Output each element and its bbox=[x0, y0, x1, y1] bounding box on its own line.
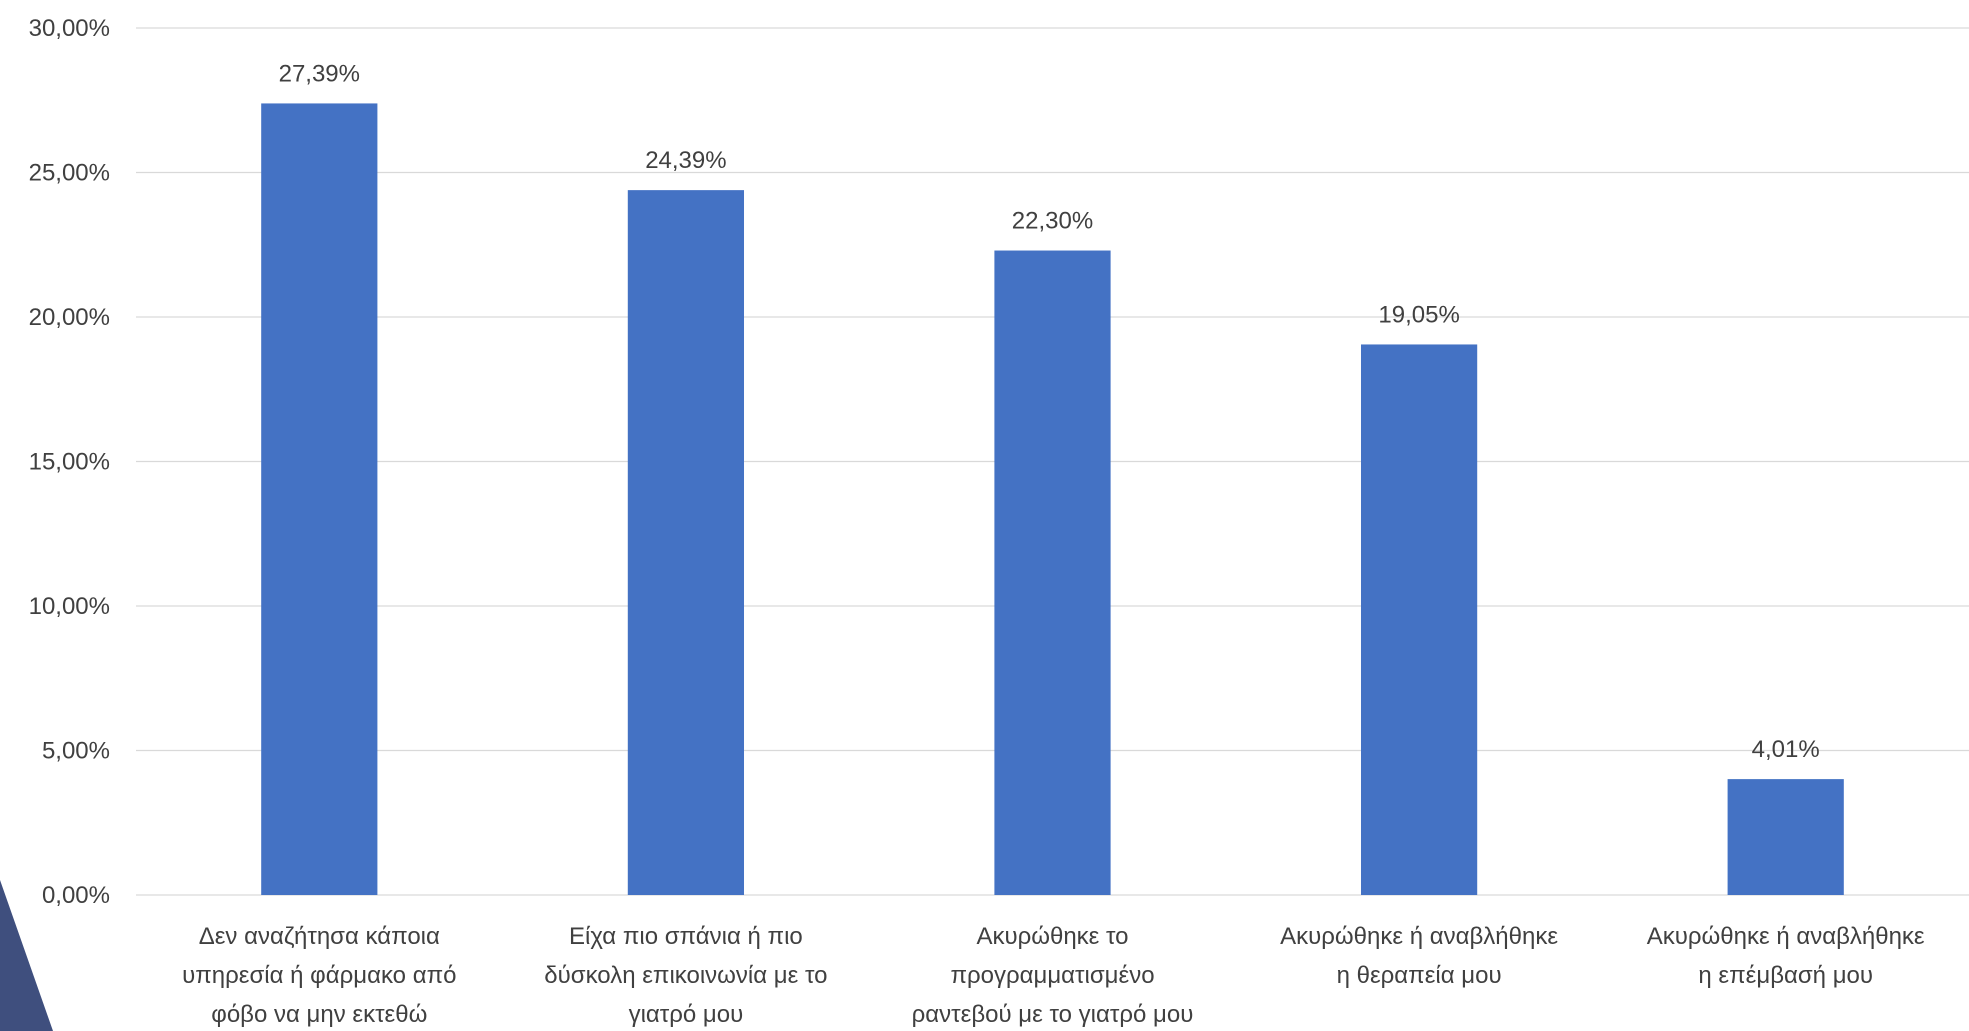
y-tick-label: 20,00% bbox=[29, 304, 110, 331]
category-label: Ακυρώθηκε ή αναβλήθηκε η θεραπεία μου bbox=[1280, 923, 1558, 989]
y-axis-tick-labels: 0,00% 5,00% 10,00% 15,00% 20,00% 25,00% 30,00% bbox=[29, 15, 110, 909]
data-label: 4,01% bbox=[1752, 736, 1820, 763]
data-label: 22,30% bbox=[1012, 208, 1093, 235]
y-tick-label: 0,00% bbox=[42, 882, 110, 909]
y-tick-label: 30,00% bbox=[29, 15, 110, 42]
category-label-line: Ακυρώθηκε ή αναβλήθηκε bbox=[1647, 923, 1925, 950]
y-tick-label: 15,00% bbox=[29, 449, 110, 476]
bar bbox=[994, 250, 1111, 895]
category-label-line: Ακυρώθηκε ή αναβλήθηκε bbox=[1280, 923, 1558, 950]
category-label-line: η επέμβασή μου bbox=[1698, 962, 1873, 989]
bars bbox=[261, 103, 1844, 896]
category-label: Είχα πιο σπάνια ή πιο δύσκολη επικοινωνία… bbox=[544, 923, 827, 1028]
category-label-line: Είχα πιο σπάνια ή πιο bbox=[569, 923, 803, 950]
category-label-line: φόβο να μην εκτεθώ bbox=[211, 1001, 427, 1028]
category-label-line: η θεραπεία μου bbox=[1337, 962, 1502, 989]
bar bbox=[1727, 779, 1844, 895]
category-label-line: Ακυρώθηκε το bbox=[976, 923, 1128, 950]
data-label: 19,05% bbox=[1378, 301, 1459, 328]
category-label-line: γιατρό μου bbox=[629, 1001, 744, 1028]
bar bbox=[627, 190, 745, 895]
y-tick-label: 25,00% bbox=[29, 160, 110, 187]
bar bbox=[261, 103, 378, 895]
category-label: Δεν αναζήτησα κάποια υπηρεσία ή φάρμακο α… bbox=[182, 923, 456, 1028]
category-label-line: υπηρεσία ή φάρμακο από bbox=[182, 962, 456, 989]
data-label: 27,39% bbox=[279, 60, 360, 87]
bar bbox=[1360, 344, 1478, 896]
data-label: 24,39% bbox=[645, 147, 726, 174]
data-labels: 27,39% 24,39% 22,30% 19,05% 4,01% bbox=[279, 60, 1820, 763]
corner-decoration-shape bbox=[0, 880, 53, 1031]
category-label-line: προγραμματισμένο bbox=[950, 962, 1154, 989]
x-axis-category-labels: Δεν αναζήτησα κάποια υπηρεσία ή φάρμακο α… bbox=[182, 923, 1925, 1028]
category-label: Ακυρώθηκε ή αναβλήθηκε η επέμβασή μου bbox=[1647, 923, 1925, 989]
y-tick-label: 5,00% bbox=[42, 738, 110, 765]
category-label: Ακυρώθηκε το προγραμματισμένο ραντεβού με … bbox=[912, 923, 1194, 1028]
category-label-line: δύσκολη επικοινωνία με το bbox=[544, 962, 827, 989]
category-label-line: ραντεβού με το γιατρό μου bbox=[912, 1001, 1194, 1028]
category-label-line: Δεν αναζήτησα κάποια bbox=[199, 923, 440, 950]
y-tick-label: 10,00% bbox=[29, 593, 110, 620]
